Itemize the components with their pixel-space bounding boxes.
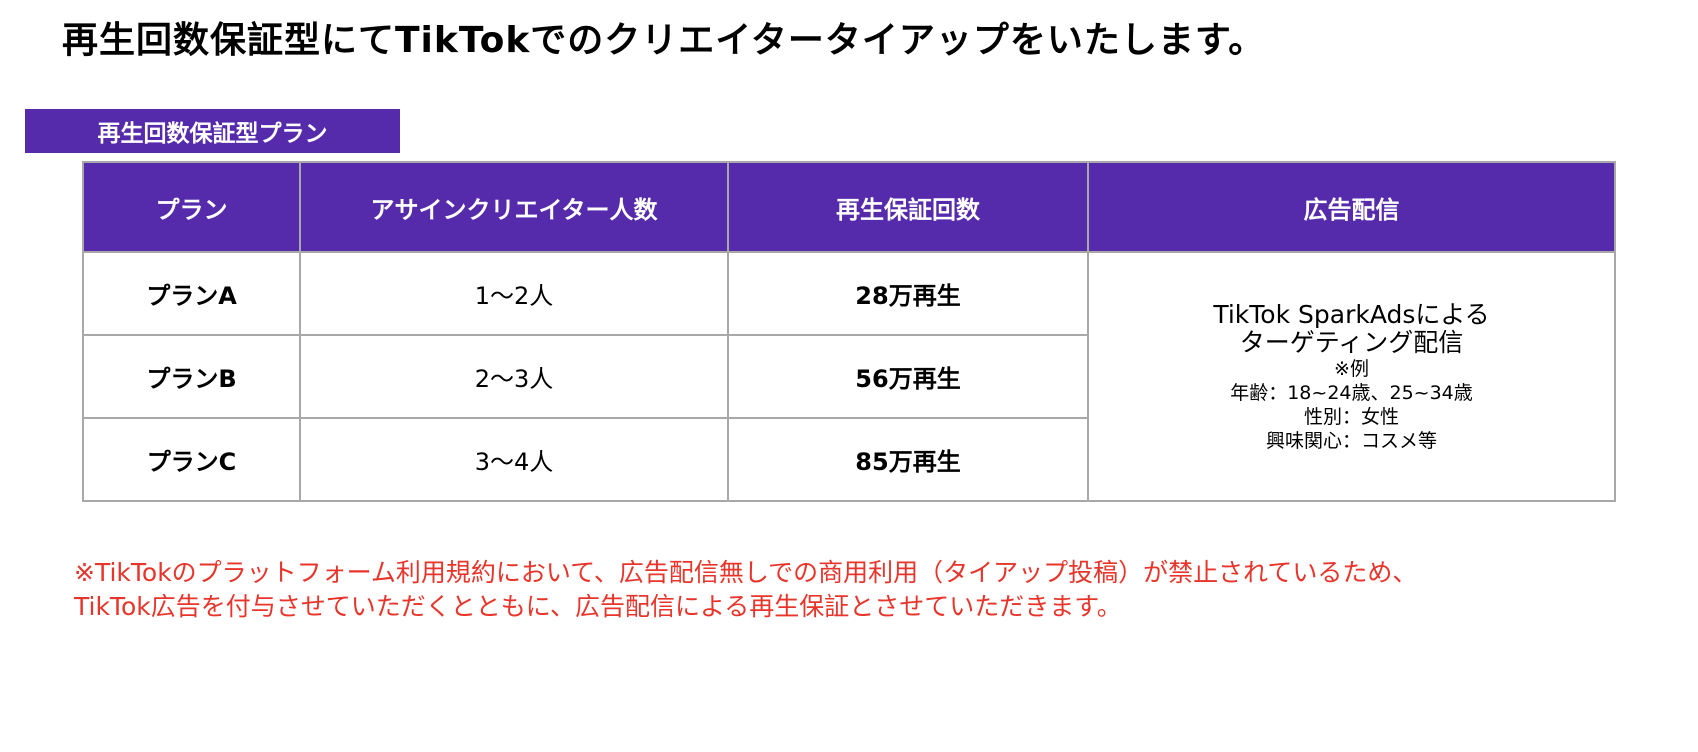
ads-cell: TikTok SparkAdsによる ターゲティング配信 ※例 年齢：18~24… xyxy=(1087,251,1616,502)
table-header-row: プラン アサインクリエイター人数 再生保証回数 広告配信 xyxy=(82,161,1616,253)
terms-note-line2: TikTok広告を付与させていただくとともに、広告配信による再生保証とさせていた… xyxy=(74,592,1122,621)
header-plays: 再生保証回数 xyxy=(727,161,1089,253)
plan-section-banner: 再生回数保証型プラン xyxy=(25,109,400,153)
table-row: プランA 1〜2人 28万再生 TikTok SparkAdsによる ターゲティ… xyxy=(82,251,1616,502)
ads-age: 年齢：18~24歳、25~34歳 xyxy=(1230,381,1473,404)
plan-name-cell: プランC xyxy=(82,417,301,502)
header-plan: プラン xyxy=(82,161,301,253)
terms-note-line1: ※TikTokのプラットフォーム利用規約において、広告配信無しでの商用利用（タイ… xyxy=(74,558,1418,587)
terms-note: ※TikTokのプラットフォーム利用規約において、広告配信無しでの商用利用（タイ… xyxy=(74,556,1417,624)
plays-cell: 85万再生 xyxy=(727,417,1089,502)
header-creators: アサインクリエイター人数 xyxy=(299,161,729,253)
table-row: プランC 3〜4人 85万再生 xyxy=(82,417,1615,502)
ads-gender: 性別：女性 xyxy=(1303,405,1399,428)
ads-line1: TikTok SparkAdsによる xyxy=(1213,299,1490,329)
ads-interest: 興味関心：コスメ等 xyxy=(1265,429,1437,452)
plan-table: プラン アサインクリエイター人数 再生保証回数 広告配信 プランA 1〜2人 2… xyxy=(82,161,1616,502)
header-ads: 広告配信 xyxy=(1087,161,1616,253)
page-title: 再生回数保証型にてTikTokでのクリエイタータイアップをいたします。 xyxy=(62,20,1266,61)
ads-example: ※例 xyxy=(1334,357,1369,380)
creators-cell: 2〜3人 xyxy=(299,334,729,419)
plan-name-cell: プランB xyxy=(82,334,301,419)
creators-cell: 1〜2人 xyxy=(299,251,729,336)
table-row: プランB 2〜3人 56万再生 xyxy=(82,334,1615,419)
plan-name-cell: プランA xyxy=(82,251,301,336)
ads-line2: ターゲティング配信 xyxy=(1239,327,1464,357)
creators-cell: 3〜4人 xyxy=(299,417,729,502)
plays-cell: 56万再生 xyxy=(727,334,1089,419)
plays-cell: 28万再生 xyxy=(727,251,1089,336)
